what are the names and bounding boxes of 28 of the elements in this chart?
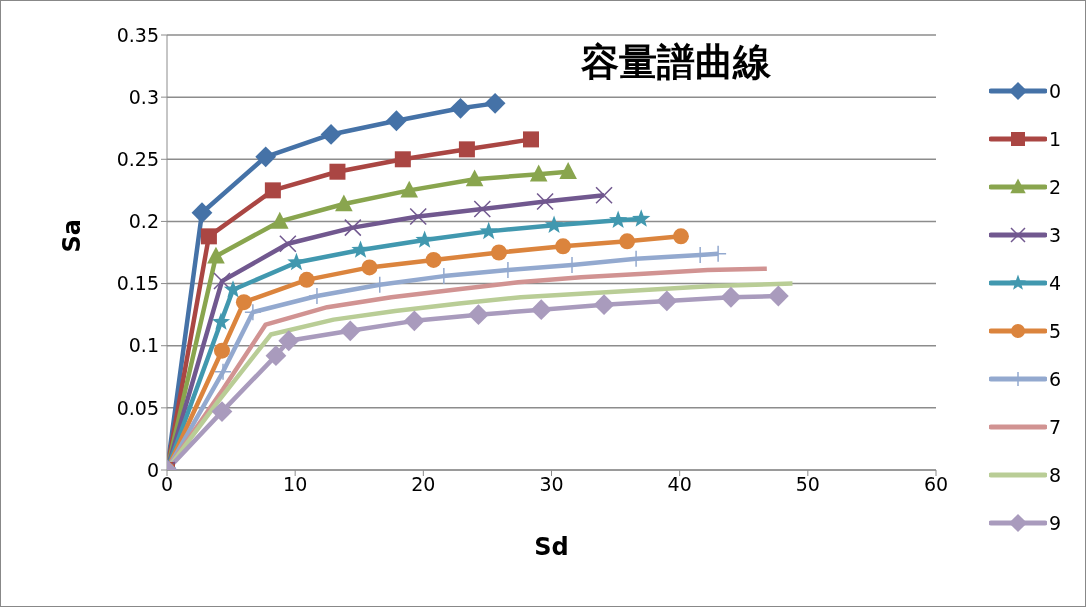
chart-title: 容量譜曲線: [581, 39, 771, 86]
legend-label: 3: [1049, 224, 1062, 246]
y-tick-label: 0.3: [128, 85, 159, 108]
legend-label: 7: [1049, 416, 1062, 438]
legend-label: 8: [1049, 464, 1062, 486]
y-axis-title: Sa: [57, 219, 86, 253]
x-tick-label: 60: [923, 473, 949, 496]
x-tick-label: 10: [283, 473, 308, 496]
legend-label: 5: [1049, 320, 1062, 342]
y-tick-label: 0.2: [128, 210, 159, 233]
legend-label: 1: [1049, 128, 1062, 150]
x-tick-label: 0: [160, 473, 174, 496]
y-tick-label: 0: [146, 458, 159, 481]
x-axis-title: Sd: [534, 533, 569, 562]
legend-label: 0: [1049, 80, 1062, 102]
y-tick-label: 0.35: [116, 23, 159, 46]
legend-label: 9: [1049, 512, 1062, 534]
x-tick-label: 40: [667, 473, 692, 496]
x-tick-label: 20: [411, 473, 436, 496]
y-tick-label: 0.25: [116, 148, 159, 171]
y-tick-label: 0.15: [116, 272, 159, 295]
legend-label: 4: [1049, 272, 1062, 294]
y-tick-label: 0.05: [116, 396, 159, 419]
legend-label: 6: [1049, 368, 1062, 390]
x-tick-label: 50: [795, 473, 820, 496]
legend-label: 2: [1049, 176, 1062, 198]
y-tick-label: 0.1: [128, 334, 159, 357]
x-tick-label: 30: [539, 473, 564, 496]
